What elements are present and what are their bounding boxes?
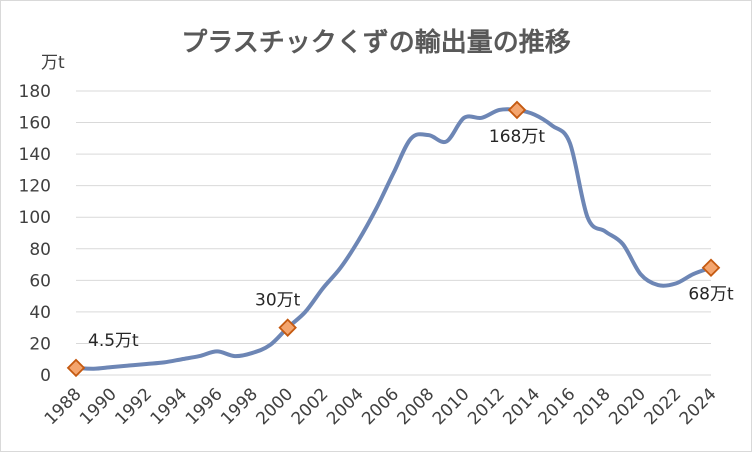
data-labels: 4.5万t 30万t 168万t 68万t — [88, 127, 734, 351]
y-tick-label: 40 — [29, 303, 51, 323]
x-tick-label: 1996 — [182, 384, 227, 429]
y-tick-label: 0 — [40, 366, 51, 386]
x-tick-label: 1992 — [111, 384, 156, 429]
data-markers — [66, 100, 721, 378]
data-label: 168万t — [489, 127, 545, 147]
x-tick-label: 2022 — [641, 384, 686, 429]
y-axis-unit: 万t — [41, 53, 65, 73]
y-tick-label: 100 — [19, 208, 51, 228]
x-tick-label: 2006 — [358, 384, 403, 429]
x-tick-label: 2018 — [570, 384, 615, 429]
x-tick-label: 2012 — [464, 384, 509, 429]
x-tick-label: 2004 — [323, 384, 368, 429]
x-tick-label: 2016 — [535, 384, 580, 429]
data-marker — [278, 318, 297, 337]
y-tick-label: 60 — [29, 271, 51, 291]
series-line — [74, 107, 713, 371]
x-tick-label: 2002 — [288, 384, 333, 429]
x-tick-label: 2024 — [676, 384, 721, 429]
y-tick-label: 180 — [19, 82, 51, 102]
data-label: 4.5万t — [88, 331, 139, 351]
x-axis-ticks: 1988199019921994199619982000200220042006… — [41, 384, 721, 429]
data-marker — [66, 358, 86, 378]
y-tick-label: 140 — [19, 145, 51, 165]
y-tick-label: 20 — [29, 334, 51, 354]
x-tick-label: 2008 — [394, 384, 439, 429]
data-marker — [507, 100, 527, 120]
chart-title: プラスチックくずの輸出量の推移 — [181, 27, 570, 58]
x-tick-label: 1998 — [217, 384, 262, 429]
x-tick-label: 1990 — [76, 384, 121, 429]
data-label: 30万t — [255, 291, 301, 311]
y-tick-label: 120 — [19, 177, 51, 197]
y-tick-label: 160 — [19, 114, 51, 134]
x-tick-label: 2010 — [429, 384, 474, 429]
gridlines — [76, 90, 711, 376]
x-tick-label: 2000 — [252, 384, 297, 429]
x-tick-label: 1988 — [41, 384, 86, 429]
x-tick-label: 2014 — [499, 384, 544, 429]
x-tick-label: 2020 — [605, 384, 650, 429]
y-tick-label: 80 — [29, 240, 51, 260]
data-label: 68万t — [688, 285, 734, 305]
data-marker — [701, 258, 721, 277]
y-axis-ticks: 0 20 40 60 80 100 120 140 160 180 — [19, 82, 51, 386]
x-tick-label: 1994 — [147, 384, 192, 429]
